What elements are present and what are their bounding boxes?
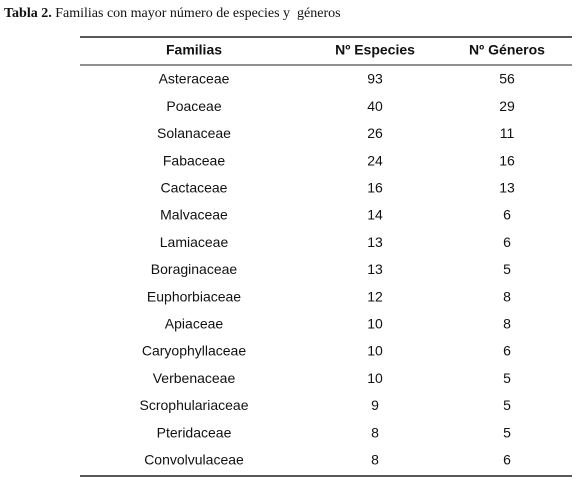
count-cell: 6 <box>503 207 511 223</box>
count-cell: 13 <box>367 261 383 277</box>
count-cell: 26 <box>367 125 383 141</box>
count-cell: 8 <box>371 424 379 440</box>
count-cell: 9 <box>371 397 379 413</box>
count-cell: 8 <box>371 452 379 468</box>
count-cell: 10 <box>367 370 383 386</box>
count-cell: 13 <box>367 234 383 250</box>
family-cell: Caryophyllaceae <box>142 343 246 359</box>
count-cell: 13 <box>499 180 515 196</box>
family-cell: Euphorbiaceae <box>147 288 241 304</box>
family-cell: Scrophulariaceae <box>140 397 249 413</box>
count-cell: 6 <box>503 452 511 468</box>
count-cell: 10 <box>367 316 383 332</box>
family-cell: Pteridaceae <box>157 424 232 440</box>
count-cell: 5 <box>503 261 511 277</box>
count-cell: 12 <box>367 288 383 304</box>
family-cell: Apiaceae <box>165 316 224 332</box>
family-cell: Convolvulaceae <box>144 452 244 468</box>
family-cell: Poaceae <box>166 98 221 114</box>
count-cell: 6 <box>503 343 511 359</box>
caption: Tabla 2. Familias con mayor número de es… <box>4 6 341 21</box>
count-cell: 11 <box>500 125 515 141</box>
count-cell: 16 <box>499 152 515 168</box>
family-cell: Malvaceae <box>160 207 228 223</box>
count-cell: 56 <box>499 71 515 87</box>
count-cell: 40 <box>367 98 383 114</box>
count-cell: 93 <box>367 71 383 87</box>
caption-label: Tabla 2. <box>4 6 52 21</box>
count-cell: 8 <box>503 316 511 332</box>
family-cell: Verbenaceae <box>153 370 236 386</box>
count-cell: 5 <box>503 370 511 386</box>
count-cell: 14 <box>367 207 383 223</box>
count-cell: 16 <box>367 180 383 196</box>
caption-text: Familias con mayor número de especies y … <box>55 6 340 21</box>
count-cell: 6 <box>503 234 511 250</box>
family-cell: Asteraceae <box>159 71 230 87</box>
count-cell: 5 <box>503 424 511 440</box>
family-cell: Boraginaceae <box>151 261 238 277</box>
count-cell: 5 <box>503 397 511 413</box>
count-cell: 10 <box>367 343 383 359</box>
header-cell: Familias <box>166 42 222 58</box>
count-cell: 8 <box>503 288 511 304</box>
header-cell: Nº Géneros <box>469 42 545 58</box>
header-cell: Nº Especies <box>335 42 415 58</box>
family-cell: Cactaceae <box>161 180 228 196</box>
family-cell: Lamiaceae <box>160 234 229 250</box>
family-cell: Solanaceae <box>157 125 231 141</box>
family-cell: Fabaceae <box>163 152 225 168</box>
table: Familias Nº Especies Nº Géneros Asteraceae 9… <box>140 42 546 468</box>
count-cell: 24 <box>367 152 383 168</box>
count-cell: 29 <box>499 98 515 114</box>
